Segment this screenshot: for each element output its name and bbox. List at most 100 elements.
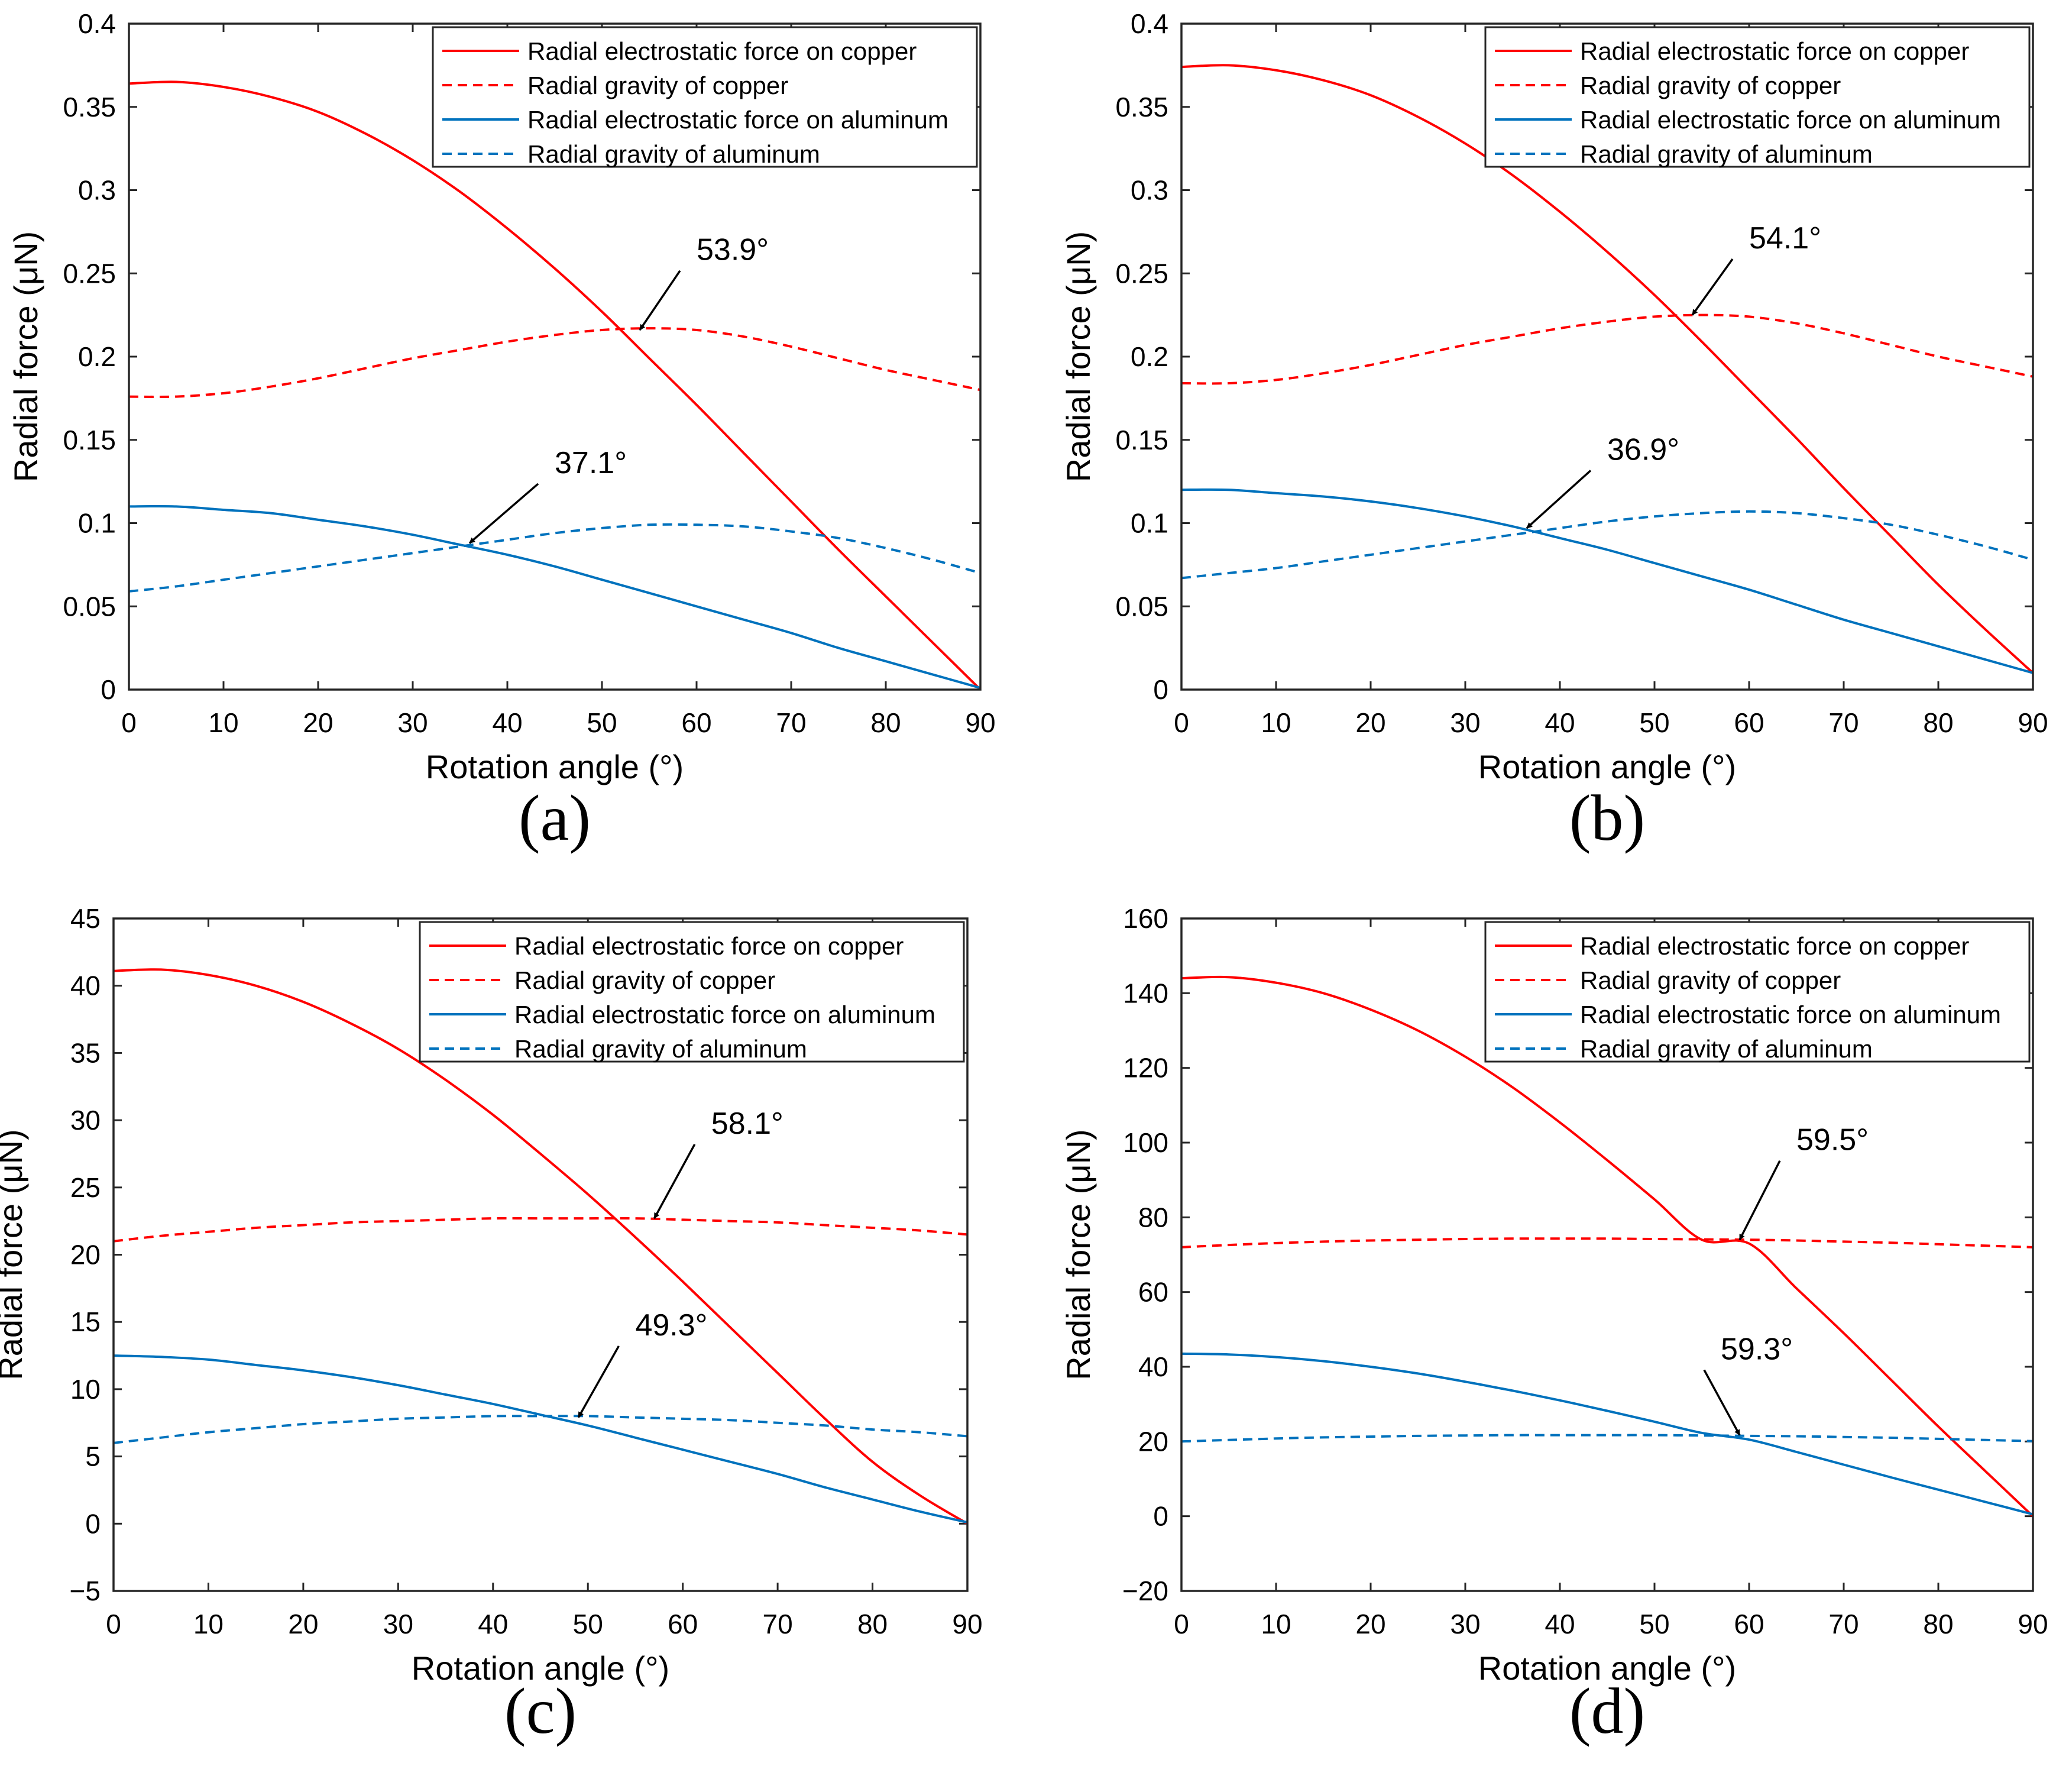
x-tick-label: 30 — [397, 707, 428, 738]
legend-entry: Radial electrostatic force on aluminum — [527, 106, 948, 134]
annotation-label: 37.1° — [555, 446, 627, 480]
axes-box — [1180, 917, 2034, 1592]
y-tick-label: 60 — [1138, 1277, 1168, 1308]
annotation-arrow — [653, 1144, 696, 1219]
legend-entry: Radial electrostatic force on aluminum — [514, 1001, 935, 1028]
y-tick-label: 0.35 — [63, 92, 116, 122]
panel-label: (c) — [504, 1675, 577, 1747]
legend-entry: Radial gravity of aluminum — [1580, 1035, 1873, 1063]
series-line-3 — [1181, 1434, 2033, 1443]
x-tick-label: 80 — [857, 1609, 888, 1639]
x-tick-label: 20 — [1355, 707, 1385, 738]
series-line-2 — [1181, 488, 2033, 674]
series-line-1 — [1181, 1237, 2033, 1248]
y-tick-label: 80 — [1138, 1202, 1168, 1233]
series-line-0 — [1181, 64, 2033, 674]
x-tick-label: 90 — [2018, 707, 2048, 738]
y-tick-label: 0.15 — [1115, 425, 1168, 455]
x-tick-label: 40 — [478, 1609, 508, 1639]
x-tick-label: 10 — [193, 1609, 224, 1639]
x-tick-label: 90 — [965, 707, 995, 738]
x-tick-label: 10 — [1261, 707, 1291, 738]
legend-box — [1484, 26, 2031, 168]
y-tick-label: −20 — [1122, 1576, 1168, 1606]
series-line-2 — [1181, 1352, 2033, 1516]
y-axis-label: Radial force (μN) — [7, 231, 44, 482]
legend-entry: Radial electrostatic force on aluminum — [1580, 1001, 2001, 1028]
x-tick-label: 20 — [288, 1609, 318, 1639]
y-tick-label: 0.1 — [78, 508, 116, 539]
y-tick-label: 0.3 — [1131, 175, 1168, 206]
y-tick-label: 0.1 — [1131, 508, 1168, 539]
legend-entry: Radial gravity of copper — [1580, 72, 1841, 99]
x-tick-label: 40 — [1545, 1609, 1575, 1639]
y-tick-label: 20 — [70, 1240, 101, 1270]
x-tick-label: 50 — [587, 707, 617, 738]
annotation-label: 36.9° — [1607, 433, 1679, 467]
x-tick-label: 50 — [1639, 707, 1669, 738]
x-tick-label: 0 — [106, 1609, 121, 1639]
axes-box — [1180, 22, 2034, 691]
y-tick-label: 15 — [70, 1306, 101, 1337]
y-tick-label: 0.25 — [1115, 258, 1168, 289]
y-tick-label: 20 — [1138, 1426, 1168, 1457]
series-line-0 — [1181, 975, 2033, 1518]
panel-label: (a) — [519, 782, 591, 854]
x-tick-label: 70 — [1828, 1609, 1859, 1639]
x-tick-label: 30 — [383, 1609, 413, 1639]
y-tick-label: 40 — [70, 971, 101, 1001]
y-tick-label: 0.35 — [1115, 92, 1168, 122]
y-tick-label: 35 — [70, 1037, 101, 1068]
series-line-3 — [114, 1415, 967, 1444]
x-tick-label: 70 — [776, 707, 806, 738]
annotation-label: 53.9° — [697, 233, 769, 267]
x-tick-label: 40 — [492, 707, 522, 738]
series-line-0 — [129, 80, 980, 690]
annotation-label: 54.1° — [1749, 221, 1821, 255]
y-tick-label: 0.05 — [1115, 591, 1168, 622]
x-tick-label: 30 — [1450, 1609, 1480, 1639]
legend: Radial electrostatic force on copper Radi… — [1484, 26, 2031, 168]
x-tick-label: 0 — [1174, 707, 1189, 738]
series-line-0 — [114, 968, 967, 1525]
y-tick-label: 25 — [70, 1172, 101, 1203]
y-axis-label: Radial force (μN) — [1060, 231, 1097, 482]
annotation-label: 59.3° — [1721, 1332, 1793, 1366]
panel-label: (b) — [1569, 782, 1645, 854]
x-tick-label: 80 — [1923, 1609, 1953, 1639]
y-tick-label: 140 — [1123, 978, 1168, 1008]
x-axis-label: Rotation angle (°) — [426, 748, 684, 785]
legend-box — [432, 26, 978, 168]
legend-entry: Radial gravity of aluminum — [514, 1035, 807, 1063]
series-group — [129, 80, 980, 690]
legend-box — [1484, 921, 2031, 1063]
series-line-3 — [1181, 510, 2033, 580]
y-tick-label: 0.4 — [1131, 8, 1168, 39]
y-tick-label: 0.25 — [63, 258, 116, 289]
y-tick-label: 120 — [1123, 1053, 1168, 1083]
y-axis-label: Radial force (μN) — [0, 1129, 29, 1380]
y-tick-label: 40 — [1138, 1351, 1168, 1382]
x-tick-label: 50 — [1639, 1609, 1669, 1639]
x-tick-label: 0 — [121, 707, 137, 738]
x-tick-label: 90 — [2018, 1609, 2048, 1639]
x-tick-label: 30 — [1450, 707, 1480, 738]
legend-box — [419, 921, 965, 1063]
legend-entry: Radial electrostatic force on copper — [1580, 37, 1969, 65]
y-tick-label: 160 — [1123, 903, 1168, 934]
y-tick-label: 0 — [1153, 674, 1168, 705]
annotation-arrow — [577, 1345, 620, 1418]
y-tick-label: −5 — [70, 1576, 101, 1606]
x-tick-label: 70 — [763, 1609, 793, 1639]
x-tick-label: 40 — [1545, 707, 1575, 738]
x-tick-label: 60 — [1734, 707, 1764, 738]
x-tick-label: 20 — [1355, 1609, 1385, 1639]
axes-box — [128, 22, 982, 691]
x-tick-label: 60 — [668, 1609, 698, 1639]
y-axis-label: Radial force (μN) — [1060, 1129, 1097, 1380]
x-tick-label: 60 — [681, 707, 711, 738]
legend-entry: Radial gravity of copper — [527, 72, 788, 99]
annotation-label: 59.5° — [1796, 1123, 1869, 1157]
x-tick-label: 80 — [870, 707, 901, 738]
annotation-arrow — [468, 483, 539, 544]
